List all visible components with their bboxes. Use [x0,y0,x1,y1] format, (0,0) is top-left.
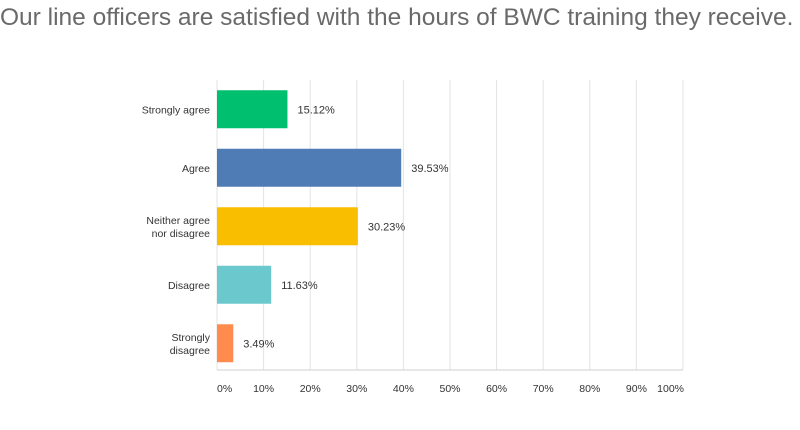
category-label: Strongly agree [142,104,210,116]
x-tick-label: 70% [533,383,554,395]
bar [217,265,272,304]
data-label: 39.53% [411,163,449,175]
bar [217,324,234,363]
category-label: disagree [170,345,210,357]
category-label: Agree [182,163,210,175]
category-label: Disagree [168,280,210,292]
x-tick-label: 0% [217,383,232,395]
bar [217,90,288,129]
bars [217,90,402,363]
x-tick-label: 10% [253,383,274,395]
x-tick-label: 30% [346,383,367,395]
x-tick-label: 90% [626,383,647,395]
data-label: 11.63% [281,280,318,292]
value-labels: 15.12% 39.53% 30.23% 11.63% 3.49% [243,104,448,350]
x-tick-label: 40% [393,383,414,395]
chart-title: Our line officers are satisfied with the… [0,4,794,31]
x-tick-labels: 0% 10% 20% 30% 40% 50% 60% 70% 80% 90% 100% [217,383,684,395]
x-tick-label: 50% [439,383,460,395]
category-label: Neither agree [146,215,210,227]
x-tick-label: 20% [300,383,321,395]
category-label: nor disagree [152,228,211,240]
bar [217,148,402,187]
data-label: 30.23% [368,221,406,233]
x-tick-label: 80% [579,383,600,395]
x-tick-label: 100% [657,383,684,395]
x-tick-label: 60% [486,383,507,395]
bar [217,207,358,246]
data-label: 15.12% [297,104,335,116]
category-label: Strongly [171,332,210,344]
data-label: 3.49% [243,338,274,350]
